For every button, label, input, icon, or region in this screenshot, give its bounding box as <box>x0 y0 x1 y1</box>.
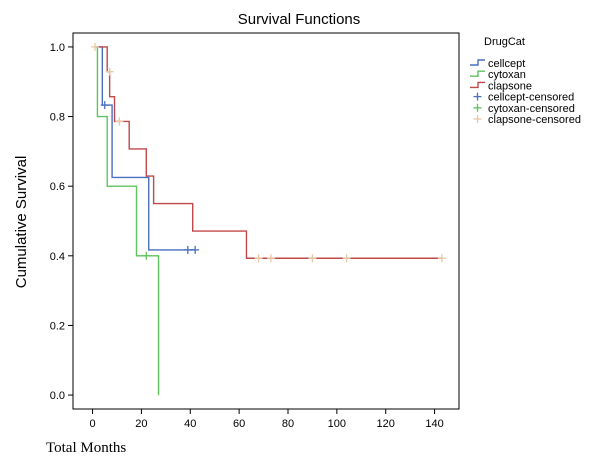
censor-mark-cellcept <box>191 245 200 254</box>
legend-item-clapsone: clapsone <box>470 80 532 92</box>
plot-frame <box>72 32 460 410</box>
series-layer <box>90 42 446 396</box>
x-tick-label: 20 <box>135 418 147 430</box>
x-tick-label: 100 <box>328 418 346 430</box>
series-cellcept-line <box>97 46 196 251</box>
legend: DrugCat cellceptcytoxanclapsonecellcept-… <box>470 36 581 126</box>
y-tick-label: 0.8 <box>50 112 65 124</box>
legend-item-cytoxan-censored: cytoxan-censored <box>473 103 575 115</box>
x-tick-label: 60 <box>233 418 245 430</box>
censor-mark-clapsone <box>254 254 263 263</box>
legend-label: clapsone-censored <box>488 114 581 126</box>
legend-label: cellcept <box>488 58 525 70</box>
censor-mark-clapsone <box>437 254 446 263</box>
legend-label: clapsone <box>488 80 532 92</box>
y-tick-label: 0.0 <box>50 390 65 402</box>
legend-label: cytoxan <box>488 69 526 81</box>
x-tick-label: 80 <box>282 418 294 430</box>
legend-label: cytoxan-censored <box>488 103 575 115</box>
legend-label: cellcept-censored <box>488 92 574 104</box>
y-tick-label: 0.2 <box>50 320 65 332</box>
x-axis-label: Total Months <box>46 440 126 456</box>
x-tick-label: 120 <box>377 418 395 430</box>
censor-mark-clapsone <box>308 254 317 263</box>
x-tick-label: 0 <box>89 418 95 430</box>
y-tick-label: 1.0 <box>50 42 65 54</box>
y-tick-label: 0.4 <box>50 251 65 263</box>
legend-item-cellcept-censored: cellcept-censored <box>473 92 574 104</box>
y-axis-label: Cumulative Survival <box>13 156 30 289</box>
x-tick-label: 140 <box>425 418 443 430</box>
x-tick-label: 40 <box>184 418 196 430</box>
axes: 0 20 40 60 80 100 120 140 0.0 0.2 0.4 0.6 0.8 1.0 <box>50 42 444 430</box>
legend-item-clapsone-censored: clapsone-censored <box>473 114 581 126</box>
censor-mark-clapsone <box>342 254 351 263</box>
legend-item-cytoxan: cytoxan <box>470 69 526 81</box>
chart-title: Survival Functions <box>238 11 361 28</box>
censor-mark-clapsone <box>105 67 114 76</box>
legend-item-cellcept: cellcept <box>470 58 525 70</box>
censor-mark-cellcept <box>183 245 192 254</box>
censor-mark-cytoxan <box>142 251 151 260</box>
y-tick-label: 0.6 <box>50 181 65 193</box>
legend-swatch <box>470 70 485 77</box>
censor-mark-clapsone <box>266 254 275 263</box>
legend-swatch <box>470 81 485 89</box>
censor-mark-clapsone <box>115 117 124 126</box>
censor-mark-cellcept <box>100 101 109 110</box>
series-cytoxan-line <box>94 46 160 396</box>
legend-swatch <box>470 59 485 66</box>
censor-mark-clapsone <box>90 42 99 51</box>
legend-title: DrugCat <box>484 36 525 48</box>
